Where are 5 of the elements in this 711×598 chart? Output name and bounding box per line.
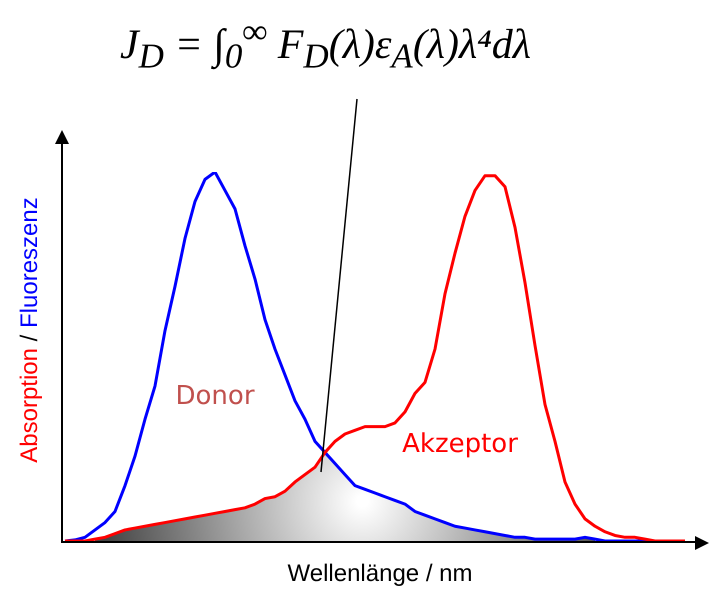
series-label: Akzeptor (402, 428, 518, 459)
series-label: Donor (175, 380, 255, 411)
chart-title: J$_{D}$ = ∫$_{0}$$^{∞}$ F$_{D}$(λ)ε$_{A}$(λ)λ⁴dλ (120, 12, 531, 76)
y-axis-title: Absorption / Fluoreszenz (16, 197, 43, 463)
x-axis-title: Wellenlänge / nm (286, 560, 474, 588)
